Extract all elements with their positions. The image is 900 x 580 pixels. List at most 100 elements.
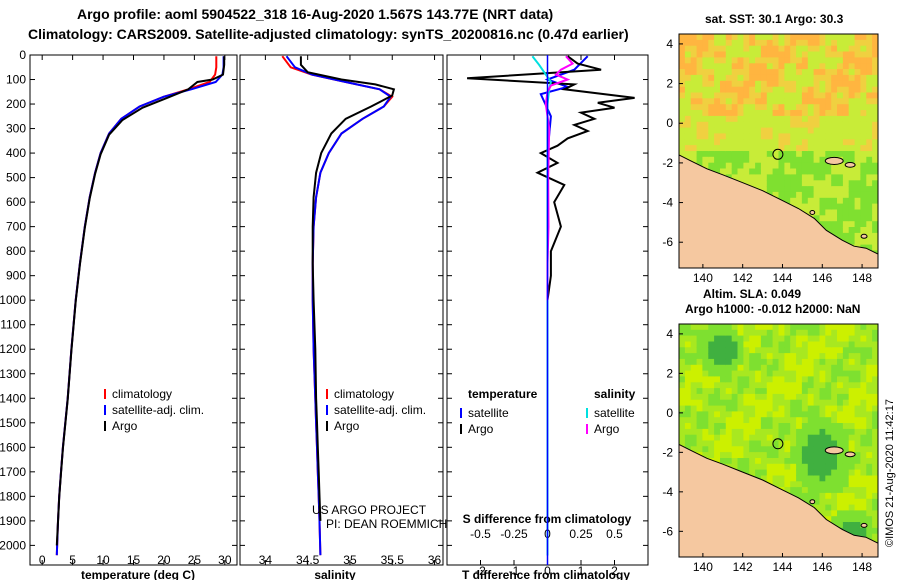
ocean-cell bbox=[854, 452, 862, 459]
ocean-cell bbox=[778, 370, 785, 377]
ocean-cell bbox=[725, 34, 733, 41]
ocean-cell bbox=[784, 156, 791, 164]
ocean-cell bbox=[866, 63, 873, 70]
ocean-cell bbox=[842, 92, 850, 99]
ocean-cell bbox=[690, 34, 698, 41]
ocean-cell bbox=[755, 382, 762, 389]
ocean-cell bbox=[778, 475, 785, 482]
ocean-cell bbox=[860, 215, 867, 222]
ocean-cell bbox=[801, 405, 809, 412]
ocean-cell bbox=[796, 127, 803, 134]
ocean-cell bbox=[708, 121, 715, 129]
ocean-cell bbox=[755, 399, 762, 407]
ocean-cell bbox=[679, 45, 686, 53]
ocean-cell bbox=[778, 382, 785, 389]
ocean-cell bbox=[854, 469, 862, 476]
ocean-cell bbox=[766, 145, 774, 152]
ocean-cell bbox=[708, 98, 715, 105]
ocean-cell bbox=[872, 209, 878, 216]
ocean-cell bbox=[696, 417, 704, 424]
ocean-cell bbox=[854, 522, 862, 529]
ocean-cell bbox=[860, 405, 867, 412]
ocean-cell bbox=[778, 174, 785, 181]
ocean-cell bbox=[766, 405, 774, 412]
ocean-cell bbox=[784, 452, 791, 459]
ocean-cell bbox=[790, 440, 797, 447]
depth-tick-label: 800 bbox=[6, 244, 26, 258]
ocean-cell bbox=[807, 74, 815, 82]
ocean-cell bbox=[796, 34, 803, 41]
map-x-tick-label: 148 bbox=[852, 560, 872, 574]
ocean-cell bbox=[807, 335, 815, 342]
ocean-cell bbox=[708, 329, 715, 337]
ocean-cell bbox=[866, 388, 873, 395]
ocean-cell bbox=[837, 510, 844, 517]
ocean-cell bbox=[837, 186, 844, 193]
ocean-cell bbox=[854, 399, 862, 407]
ocean-cell bbox=[731, 45, 739, 53]
ocean-cell bbox=[760, 180, 768, 187]
ocean-cell bbox=[725, 110, 733, 117]
ocean-cell bbox=[854, 463, 862, 471]
ocean-cell bbox=[766, 324, 774, 331]
ocean-cell bbox=[690, 98, 698, 105]
ocean-cell bbox=[837, 151, 844, 158]
ocean-cell bbox=[760, 151, 768, 158]
ocean-cell bbox=[807, 197, 815, 205]
ocean-cell bbox=[755, 364, 762, 372]
ocean-cell bbox=[743, 376, 750, 383]
ocean-cell bbox=[725, 92, 733, 99]
ocean-cell bbox=[725, 335, 733, 342]
ocean-cell bbox=[784, 411, 791, 418]
ocean-cell bbox=[854, 151, 862, 158]
map-y-tick-label: 2 bbox=[666, 77, 673, 91]
ocean-cell bbox=[749, 463, 756, 471]
ocean-cell bbox=[690, 80, 698, 88]
ocean-cell bbox=[714, 399, 721, 407]
ocean-cell bbox=[772, 127, 780, 134]
ocean-cell bbox=[860, 434, 867, 442]
ocean-cell bbox=[796, 121, 803, 129]
ocean-cell bbox=[854, 215, 862, 222]
ocean-cell bbox=[725, 168, 733, 175]
ocean-cell bbox=[731, 347, 739, 354]
ocean-cell bbox=[837, 45, 844, 53]
ocean-cell bbox=[796, 347, 803, 354]
ocean-cell bbox=[796, 39, 803, 47]
ocean-cell bbox=[807, 127, 815, 134]
ocean-cell bbox=[860, 180, 867, 187]
ocean-cell bbox=[866, 487, 873, 494]
ocean-cell bbox=[825, 469, 832, 476]
ocean-cell bbox=[696, 34, 704, 41]
ocean-cell bbox=[690, 133, 698, 140]
ocean-cell bbox=[725, 156, 733, 164]
ocean-cell bbox=[702, 86, 709, 94]
ocean-cell bbox=[790, 86, 797, 94]
ocean-cell bbox=[737, 127, 744, 134]
legend-label: satellite bbox=[594, 406, 635, 420]
ocean-cell bbox=[813, 504, 821, 511]
ocean-cell bbox=[790, 347, 797, 354]
ocean-cell bbox=[837, 434, 844, 442]
ocean-cell bbox=[831, 399, 838, 407]
ocean-cell bbox=[860, 364, 867, 372]
ocean-cell bbox=[807, 428, 815, 436]
ocean-cell bbox=[743, 151, 750, 158]
ocean-cell bbox=[872, 492, 878, 500]
ocean-cell bbox=[801, 69, 809, 76]
ocean-cell bbox=[766, 39, 774, 47]
ocean-cell bbox=[731, 104, 739, 111]
ocean-cell bbox=[749, 39, 756, 47]
ocean-cell bbox=[825, 335, 832, 342]
ocean-cell bbox=[860, 463, 867, 471]
ocean-cell bbox=[790, 145, 797, 152]
ocean-cell bbox=[813, 80, 821, 88]
ocean-cell bbox=[731, 423, 739, 430]
ocean-cell bbox=[801, 440, 809, 447]
ocean-cell bbox=[813, 63, 821, 70]
ocean-cell bbox=[778, 393, 785, 401]
ocean-cell bbox=[819, 324, 826, 331]
ocean-cell bbox=[796, 399, 803, 407]
ocean-cell bbox=[766, 440, 774, 447]
ocean-cell bbox=[749, 324, 756, 331]
